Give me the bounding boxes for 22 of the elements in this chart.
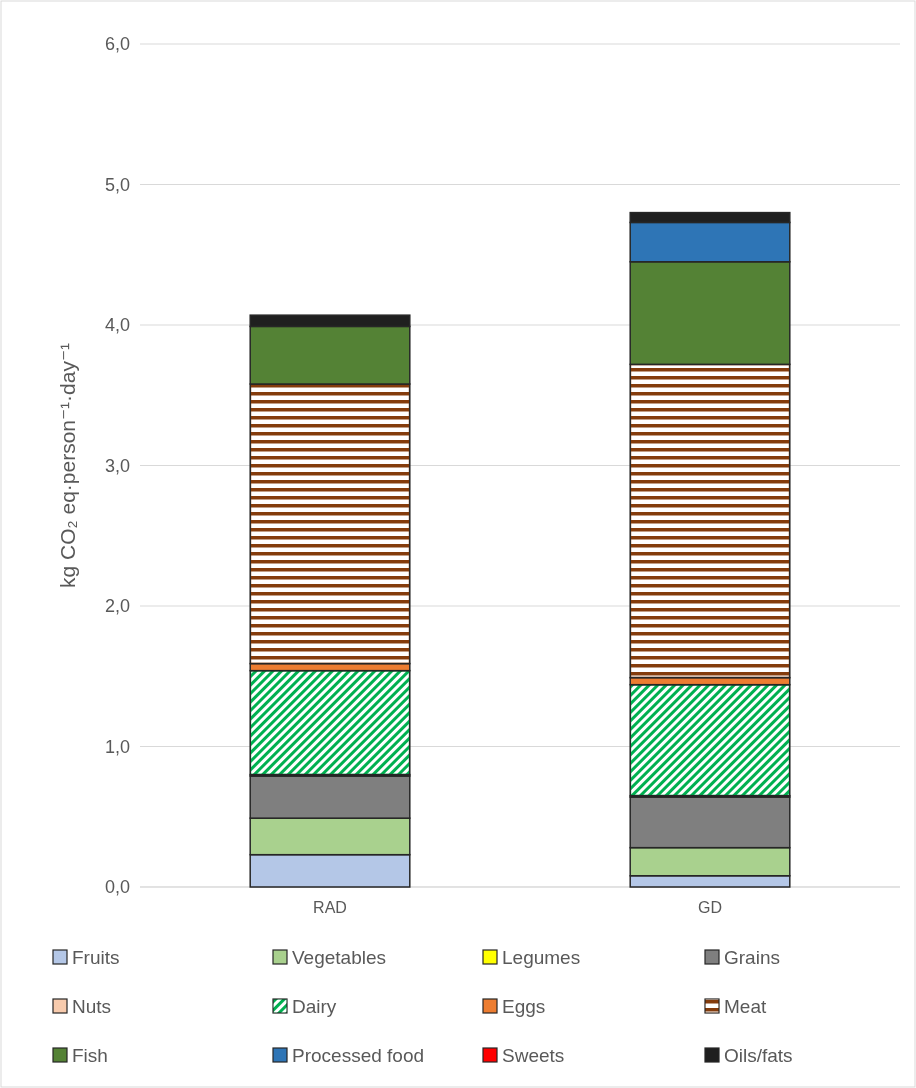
y-tick-label: 4,0 — [104, 315, 130, 336]
legend-label: Legumes — [502, 946, 581, 968]
legend-label: Oils/fats — [724, 1044, 793, 1066]
legend-label: Vegetables — [292, 946, 387, 968]
x-tick-label: RAD — [313, 899, 347, 916]
y-tick-label: 6,0 — [104, 34, 130, 55]
y-tick-label: 0,0 — [104, 877, 130, 898]
y-tick-label: 1,0 — [104, 736, 130, 757]
legend-label: Nuts — [72, 995, 112, 1017]
y-axis-title: kg CO₂ eq·person⁻¹·day⁻¹ — [56, 342, 79, 589]
legend-label: Fruits — [72, 946, 120, 968]
legend-label: Dairy — [292, 995, 337, 1017]
y-tick-label: 5,0 — [104, 174, 130, 195]
legend-label: Sweets — [502, 1044, 565, 1066]
legend-label: Eggs — [502, 995, 546, 1017]
legend-label: Meat — [724, 995, 767, 1017]
y-tick-label: 2,0 — [104, 596, 130, 617]
legend-label: Fish — [72, 1044, 108, 1066]
y-tick-label: 3,0 — [104, 455, 130, 476]
legend-label: Grains — [724, 946, 780, 968]
x-tick-label: GD — [698, 899, 722, 916]
legend-label: Processed food — [292, 1044, 425, 1066]
